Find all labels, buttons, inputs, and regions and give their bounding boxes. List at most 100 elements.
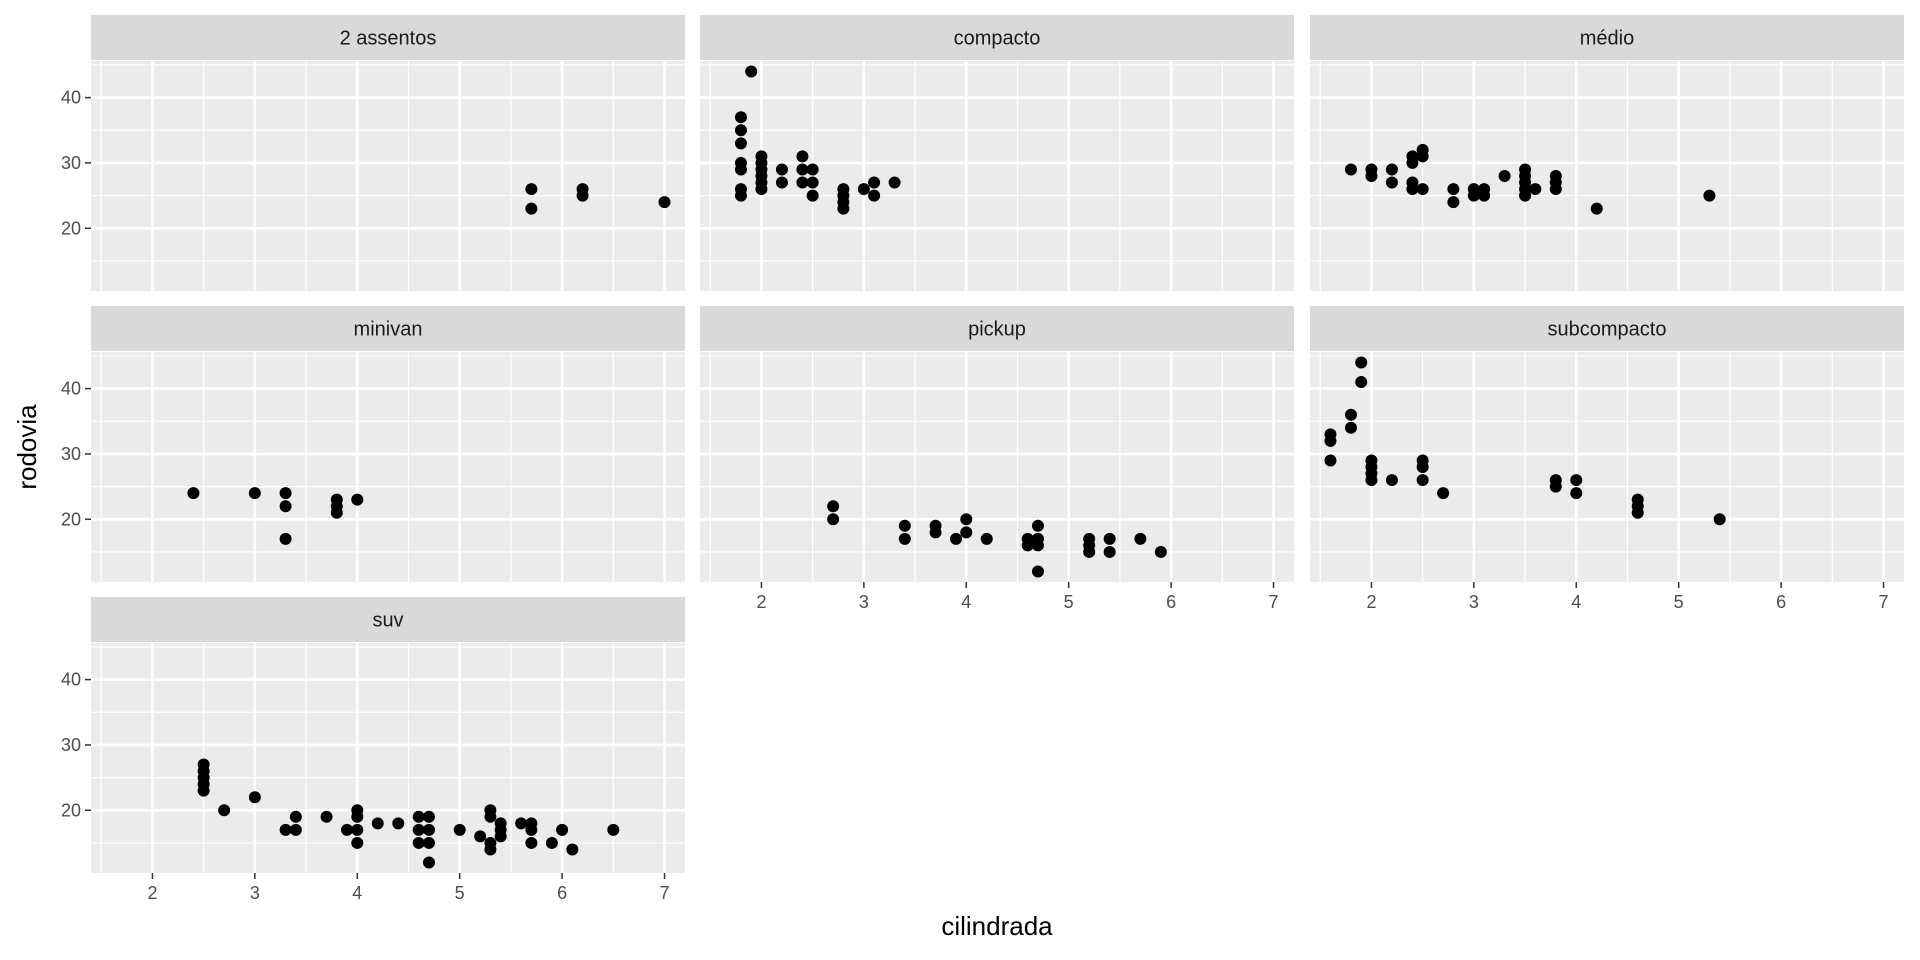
data-point bbox=[1355, 356, 1368, 369]
x-tick-label: 3 bbox=[250, 883, 260, 903]
facet-strip bbox=[700, 306, 1294, 351]
data-point bbox=[950, 532, 963, 545]
x-tick-label: 5 bbox=[1674, 592, 1684, 612]
data-point bbox=[1529, 183, 1542, 196]
y-tick-label: 30 bbox=[61, 153, 81, 173]
gridlines bbox=[1310, 61, 1904, 291]
data-point bbox=[197, 758, 210, 771]
data-point bbox=[1406, 176, 1419, 189]
data-point bbox=[868, 176, 881, 189]
data-point bbox=[187, 487, 200, 500]
data-point bbox=[1498, 170, 1511, 182]
y-tick-label: 30 bbox=[61, 444, 81, 464]
data-point bbox=[888, 176, 901, 189]
data-point bbox=[607, 823, 620, 836]
data-point bbox=[960, 513, 973, 526]
data-point bbox=[525, 183, 538, 196]
data-point bbox=[734, 137, 747, 150]
data-point bbox=[796, 150, 809, 163]
data-point bbox=[1103, 545, 1116, 558]
x-tick-label: 5 bbox=[455, 883, 465, 903]
data-point bbox=[494, 817, 507, 830]
data-points bbox=[197, 758, 620, 869]
data-point bbox=[484, 836, 497, 849]
data-point bbox=[279, 532, 292, 545]
data-point bbox=[289, 810, 302, 823]
x-tick-label: 6 bbox=[1166, 592, 1176, 612]
data-point bbox=[898, 532, 911, 545]
data-point bbox=[1031, 532, 1044, 545]
data-point bbox=[412, 836, 425, 849]
data-point bbox=[1355, 376, 1368, 389]
data-point bbox=[525, 836, 538, 849]
data-point bbox=[351, 804, 364, 817]
data-point bbox=[658, 196, 671, 209]
data-point bbox=[484, 804, 497, 817]
data-point bbox=[960, 526, 973, 539]
data-point bbox=[1703, 189, 1716, 202]
facet-strip bbox=[91, 597, 685, 642]
x-tick-label: 3 bbox=[1469, 592, 1479, 612]
y-axis-title: rodovia bbox=[12, 404, 42, 490]
data-point bbox=[1385, 163, 1398, 176]
x-tick-label: 5 bbox=[1064, 592, 1074, 612]
data-point bbox=[775, 163, 788, 176]
data-point bbox=[1549, 474, 1562, 487]
data-point bbox=[392, 817, 405, 830]
data-point bbox=[898, 519, 911, 532]
data-point bbox=[351, 836, 364, 849]
data-point bbox=[1416, 143, 1429, 156]
y-tick-label: 40 bbox=[61, 88, 81, 108]
data-point bbox=[422, 810, 435, 823]
data-point bbox=[289, 823, 302, 836]
data-point bbox=[248, 791, 261, 804]
data-points bbox=[187, 487, 364, 545]
gridlines bbox=[91, 61, 685, 291]
data-points bbox=[734, 65, 901, 215]
data-point bbox=[1324, 454, 1337, 467]
data-point bbox=[796, 163, 809, 176]
data-point bbox=[1447, 196, 1460, 209]
data-point bbox=[545, 836, 558, 849]
data-point bbox=[806, 189, 819, 202]
facet-strip bbox=[1310, 15, 1904, 60]
data-point bbox=[525, 202, 538, 215]
y-tick-label: 40 bbox=[61, 379, 81, 399]
data-point bbox=[1324, 428, 1337, 441]
facet-strip bbox=[91, 15, 685, 60]
data-point bbox=[1713, 513, 1726, 526]
data-point bbox=[453, 823, 466, 836]
facet-minivan: minivan 20 30 40 bbox=[61, 306, 685, 582]
gridlines bbox=[91, 352, 685, 582]
data-point bbox=[1447, 183, 1460, 196]
data-point bbox=[1549, 170, 1562, 182]
facet-strip bbox=[91, 306, 685, 351]
panel-background bbox=[1310, 352, 1904, 582]
gridlines bbox=[1310, 352, 1904, 582]
data-point bbox=[474, 830, 487, 843]
data-point bbox=[1385, 474, 1398, 487]
data-point bbox=[248, 487, 261, 500]
x-axis-title: cilindrada bbox=[941, 911, 1053, 941]
data-point bbox=[827, 513, 840, 526]
data-points bbox=[1324, 356, 1726, 526]
y-tick-label: 20 bbox=[61, 800, 81, 820]
facet-compacto: compacto bbox=[700, 15, 1294, 291]
facet-subcompacto: subcompacto 2 3 4 5 6 7 bbox=[1310, 306, 1904, 612]
x-tick-label: 7 bbox=[1269, 592, 1279, 612]
data-point bbox=[330, 493, 343, 506]
data-point bbox=[806, 176, 819, 189]
data-point bbox=[1344, 421, 1357, 434]
data-point bbox=[279, 823, 292, 836]
facet-strip-label: subcompacto bbox=[1548, 319, 1667, 341]
x-tick-label: 2 bbox=[756, 592, 766, 612]
data-point bbox=[1083, 532, 1096, 545]
data-point bbox=[422, 836, 435, 849]
data-point bbox=[1570, 474, 1583, 487]
data-point bbox=[525, 817, 538, 830]
data-point bbox=[837, 183, 850, 196]
data-point bbox=[734, 124, 747, 137]
facet-strip-label: compacto bbox=[954, 28, 1041, 50]
panel-background bbox=[91, 643, 685, 873]
